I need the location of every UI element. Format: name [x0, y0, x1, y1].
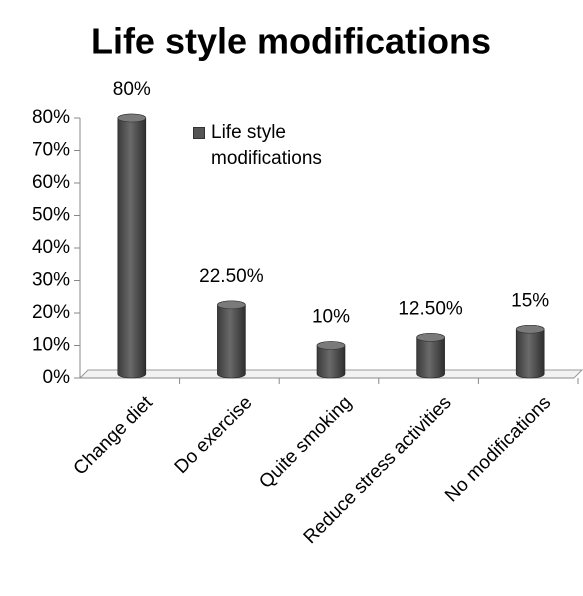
y-tick-label: 30%: [32, 270, 70, 291]
y-tick-label: 0%: [43, 367, 71, 388]
bar-top: [117, 113, 147, 123]
legend: Life style modifications: [193, 120, 381, 172]
bar-top: [316, 341, 346, 350]
y-tick-label: 20%: [32, 302, 70, 323]
bar-top: [416, 333, 445, 342]
y-tick-label: 40%: [32, 237, 70, 258]
legend-label: Life style modifications: [211, 122, 322, 169]
value-label: 15%: [511, 290, 549, 311]
bar: [217, 300, 246, 379]
y-tick-label: 50%: [32, 205, 70, 226]
bar: [117, 113, 147, 379]
x-tick-label: Quite smoking: [255, 392, 356, 493]
value-label: 80%: [113, 79, 151, 100]
x-tick-label: Do exercise: [171, 392, 257, 478]
y-tick-label: 80%: [32, 107, 70, 128]
x-tick-label: Change diet: [70, 392, 158, 480]
legend-key: [193, 127, 205, 139]
value-label: 10%: [312, 307, 350, 328]
y-tick-label: 70%: [32, 140, 70, 161]
value-label: 12.50%: [398, 298, 463, 319]
y-tick-label: 60%: [32, 172, 70, 193]
bar-top: [217, 300, 246, 310]
chart-title: Life style modifications: [91, 21, 491, 62]
value-label: 22.50%: [199, 266, 264, 287]
y-tick-label: 10%: [32, 335, 70, 356]
x-tick-label: No modifications: [441, 392, 555, 506]
bar-top: [515, 324, 545, 334]
